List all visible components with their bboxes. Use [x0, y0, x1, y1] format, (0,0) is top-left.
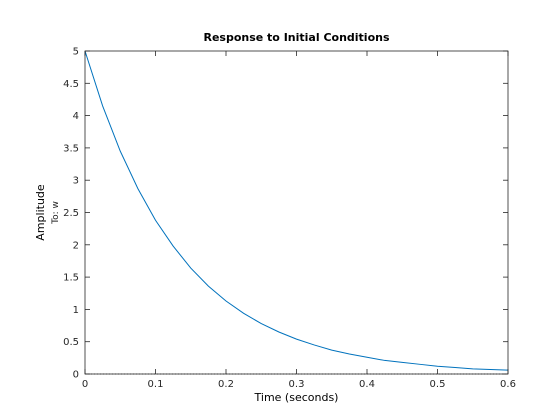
y-tick-label: 2: [73, 240, 79, 251]
x-tick-label: 0.3: [289, 379, 305, 390]
y-tick-label: 0.5: [63, 337, 79, 348]
x-tick-label: 0.1: [148, 379, 164, 390]
y-tick-label: 5: [73, 47, 79, 58]
series-layer: [84, 50, 509, 371]
x-tick-label: 0: [82, 379, 88, 390]
x-tick-label: 0.6: [500, 379, 516, 390]
series-line-0: [84, 50, 509, 371]
x-axis-title: Time (seconds): [254, 391, 339, 404]
plot-area: [85, 51, 508, 374]
y-tick-label: 2.5: [63, 208, 79, 219]
ticks-layer: 0 0.1 0.2 0.3 0.4 0.5 0.6 0 0.5 1 1.5 2 2.5 3 3.5 4 4.5 5: [63, 47, 516, 391]
x-tick-label: 0.5: [430, 379, 446, 390]
y-tick-label: 3.5: [63, 143, 79, 154]
chart-title: Response to Initial Conditions: [203, 31, 389, 44]
y-tick-label: 4.5: [63, 79, 79, 90]
y-tick-label: 3: [73, 176, 79, 187]
y-tick-label: 0: [73, 370, 79, 381]
y-axis-title: Amplitude: [34, 184, 47, 241]
x-tick-label: 0.4: [359, 379, 375, 390]
output-channel-label: To: w: [51, 201, 61, 225]
y-tick-label: 4: [73, 111, 79, 122]
x-tick-label: 0.2: [218, 379, 234, 390]
y-tick-label: 1.5: [63, 273, 79, 284]
plot-frame: [84, 50, 509, 375]
y-tick-label: 1: [73, 305, 79, 316]
